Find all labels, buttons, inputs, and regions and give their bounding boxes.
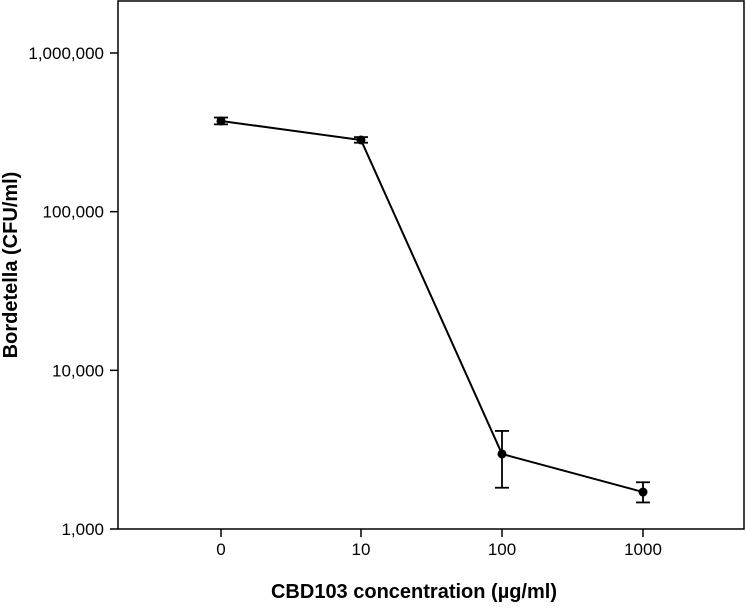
data-point	[497, 449, 507, 459]
x-tick-label: 10	[352, 540, 371, 559]
data-point	[638, 487, 648, 497]
series-line	[220, 119, 644, 493]
x-tick-label: 0	[216, 540, 225, 559]
x-tick-label: 100	[488, 540, 516, 559]
data-point	[216, 116, 226, 126]
data-point	[356, 135, 366, 145]
y-tick-label: 1,000	[61, 520, 104, 539]
y-tick-label: 10,000	[52, 361, 104, 380]
y-axis-label: Bordetella (CFU/ml)	[0, 172, 22, 359]
plot-frame	[117, 0, 745, 530]
x-axis-label: CBD103 concentration (µg/ml)	[271, 581, 557, 603]
x-tick-label: 1000	[624, 540, 662, 559]
y-tick-label: 100,000	[43, 203, 104, 222]
y-tick-label: 1,000,000	[28, 44, 104, 63]
